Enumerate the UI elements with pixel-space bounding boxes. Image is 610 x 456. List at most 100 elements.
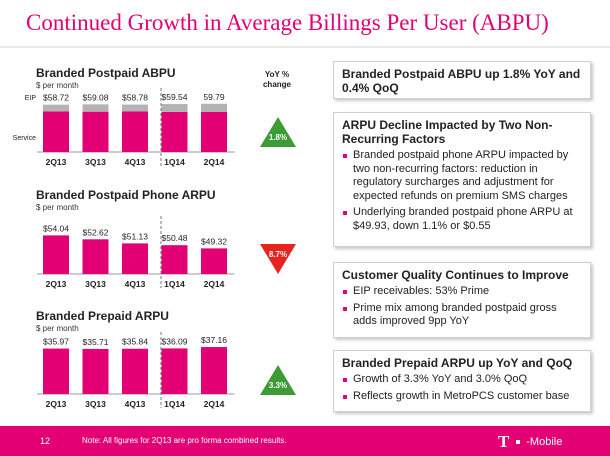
bar-2q14	[201, 347, 227, 394]
bar-segment-eip-3q13	[82, 104, 109, 112]
bar-2q14	[201, 248, 227, 274]
tick-label-3q13: 3Q13	[85, 157, 106, 167]
tick-label-1q14: 1Q14	[164, 399, 185, 409]
arrow-up-icon	[260, 117, 296, 147]
tick-label-4q13: 4Q13	[125, 279, 146, 289]
data-label-2q13: $58.72	[43, 93, 69, 103]
bar-1q14	[161, 348, 188, 394]
bar-2q13	[43, 235, 69, 274]
tick-label-4q13: 4Q13	[125, 399, 146, 409]
data-label-4q13: $35.84	[122, 337, 148, 347]
tick-label-2q13: 2Q13	[46, 279, 67, 289]
yoy-header-line2: change	[262, 80, 291, 89]
tick-label-2q14: 2Q14	[204, 157, 225, 167]
series-label-eip: EIP	[25, 95, 37, 102]
bar-segment-service-3q13	[82, 111, 109, 152]
bar-3q13	[82, 348, 109, 394]
logo-word: Mobile	[529, 436, 563, 448]
bullet-item: Reflects growth in MetroPCS customer bas…	[342, 390, 582, 404]
tick-label-1q14: 1Q14	[164, 279, 185, 289]
panel-heading: ARPU Decline Impacted by Two Non-Recurri…	[342, 118, 553, 146]
panel-heading: Customer Quality Continues to Improve	[342, 268, 569, 282]
yoy-arrow-up-prepaid-arpu: 3.3%	[260, 365, 296, 395]
chart-title-postpaid-phone-arpu: Branded Postpaid Phone ARPU	[36, 188, 216, 202]
page-number: 12	[40, 436, 51, 446]
yoy-change-label: 1.8%	[269, 133, 287, 142]
arrow-up-icon	[260, 365, 296, 395]
bullet-list: Growth of 3.3% YoY and 3.0% QoQ Reflects…	[342, 373, 582, 403]
data-label-2q14: $49.32	[201, 236, 227, 246]
data-label-1q14: $36.09	[162, 336, 188, 346]
bullet-list: EIP receivables: 53% Prime Prime mix amo…	[342, 285, 582, 329]
bar-segment-service-4q13	[122, 111, 148, 152]
yoy-change-label: 3.3%	[269, 381, 287, 390]
tick-label-2q14: 2Q14	[204, 279, 225, 289]
data-label-2q13: $54.04	[43, 223, 69, 233]
chart-title-postpaid-abpu: Branded Postpaid ABPU	[36, 66, 176, 80]
yoy-arrow-down-postpaid-phone-arpu: 8.7%	[260, 244, 296, 274]
bar-2q13	[43, 348, 69, 394]
slide-title: Continued Growth in Average Billings Per…	[26, 10, 549, 35]
title-divider	[0, 46, 610, 48]
bar-4q13	[122, 243, 148, 274]
chart-postpaid-phone-arpu: $54.04 2Q13 $52.62 3Q13 $51.13 4Q13 $50.48 1Q14…	[37, 216, 235, 289]
bar-1q14	[161, 245, 188, 274]
tick-label-1q14: 1Q14	[164, 157, 185, 167]
data-label-1q14: $50.48	[162, 233, 188, 243]
bullet-item: EIP receivables: 53% Prime	[342, 285, 582, 299]
bar-segment-eip-1q14	[161, 104, 188, 112]
tick-label-2q14: 2Q14	[204, 399, 225, 409]
panel-customer-quality: Customer Quality Continues to Improve EI…	[333, 262, 591, 338]
bar-segment-service-2q13	[43, 111, 69, 152]
tick-label-3q13: 3Q13	[85, 399, 106, 409]
data-label-2q13: $35.97	[43, 337, 69, 347]
bullet-item: Prime mix among branded postpaid gross a…	[342, 302, 582, 329]
bullet-item: Underlying branded postpaid phone ARPU a…	[342, 206, 582, 233]
yoy-header: YoY % change	[254, 70, 300, 90]
bar-segment-eip-2q14	[201, 103, 227, 112]
panel-heading: Branded Prepaid ARPU up YoY and QoQ	[342, 356, 573, 370]
chart-title-prepaid-arpu: Branded Prepaid ARPU	[36, 309, 169, 323]
data-label-1q14: $59.54	[162, 92, 188, 102]
data-label-3q13: $52.62	[83, 227, 109, 237]
chart-prepaid-arpu: $35.97 2Q13 $35.71 3Q13 $35.84 4Q13 $36.09 1Q14…	[37, 332, 235, 409]
tick-label-2q13: 2Q13	[46, 157, 67, 167]
panel-arpu-decline: ARPU Decline Impacted by Two Non-Recurri…	[333, 112, 591, 247]
bullet-list: Branded postpaid phone ARPU impacted by …	[342, 149, 582, 233]
tick-label-2q13: 2Q13	[46, 399, 67, 409]
footnote: Note: All figures for 2Q13 are pro forma…	[82, 436, 287, 445]
yoy-arrow-up-postpaid-abpu: 1.8%	[260, 117, 296, 147]
panel-heading: Branded Postpaid ABPU up 1.8% YoY and 0.…	[342, 67, 581, 95]
tick-label-3q13: 3Q13	[85, 279, 106, 289]
chart-unit-postpaid-phone-arpu: $ per month	[36, 203, 79, 212]
chart-postpaid-abpu: $58.72 2Q13 $59.08 3Q13 $58.78 4Q13 $59.54 1Q14…	[13, 88, 235, 167]
yoy-header-line1: YoY %	[264, 70, 290, 79]
chart-unit-prepaid-arpu: $ per month	[36, 324, 79, 333]
bar-segment-eip-2q13	[43, 104, 69, 112]
bar-segment-service-2q14	[201, 112, 227, 152]
logo-t: T	[498, 432, 510, 451]
logo-dot-icon	[515, 440, 520, 444]
data-label-2q14: $37.16	[201, 335, 227, 345]
data-label-4q13: $58.78	[122, 93, 148, 103]
data-label-3q13: $59.08	[83, 92, 109, 102]
bar-3q13	[82, 239, 109, 274]
tick-label-4q13: 4Q13	[125, 157, 146, 167]
logo-dash: -	[526, 436, 530, 448]
arrow-down-icon	[260, 244, 296, 274]
series-label-service: Service	[13, 135, 36, 142]
bar-segment-service-1q14	[161, 111, 188, 152]
bar-segment-eip-4q13	[122, 104, 148, 112]
data-label-2q14: 59.79	[203, 92, 225, 102]
footer-bar: 12 Note: All figures for 2Q13 are pro fo…	[0, 426, 610, 456]
yoy-change-label: 8.7%	[269, 250, 287, 259]
t-mobile-logo: T -Mobile	[498, 432, 563, 451]
data-label-3q13: $35.71	[83, 337, 109, 347]
panel-postpaid-abpu: Branded Postpaid ABPU up 1.8% YoY and 0.…	[333, 61, 591, 99]
bullet-item: Growth of 3.3% YoY and 3.0% QoQ	[342, 373, 582, 387]
panel-prepaid-arpu: Branded Prepaid ARPU up YoY and QoQ Grow…	[333, 350, 591, 412]
chart-unit-postpaid-abpu: $ per month	[36, 81, 79, 90]
bullet-item: Branded postpaid phone ARPU impacted by …	[342, 149, 582, 203]
data-label-4q13: $51.13	[122, 231, 148, 241]
bar-4q13	[122, 348, 148, 394]
